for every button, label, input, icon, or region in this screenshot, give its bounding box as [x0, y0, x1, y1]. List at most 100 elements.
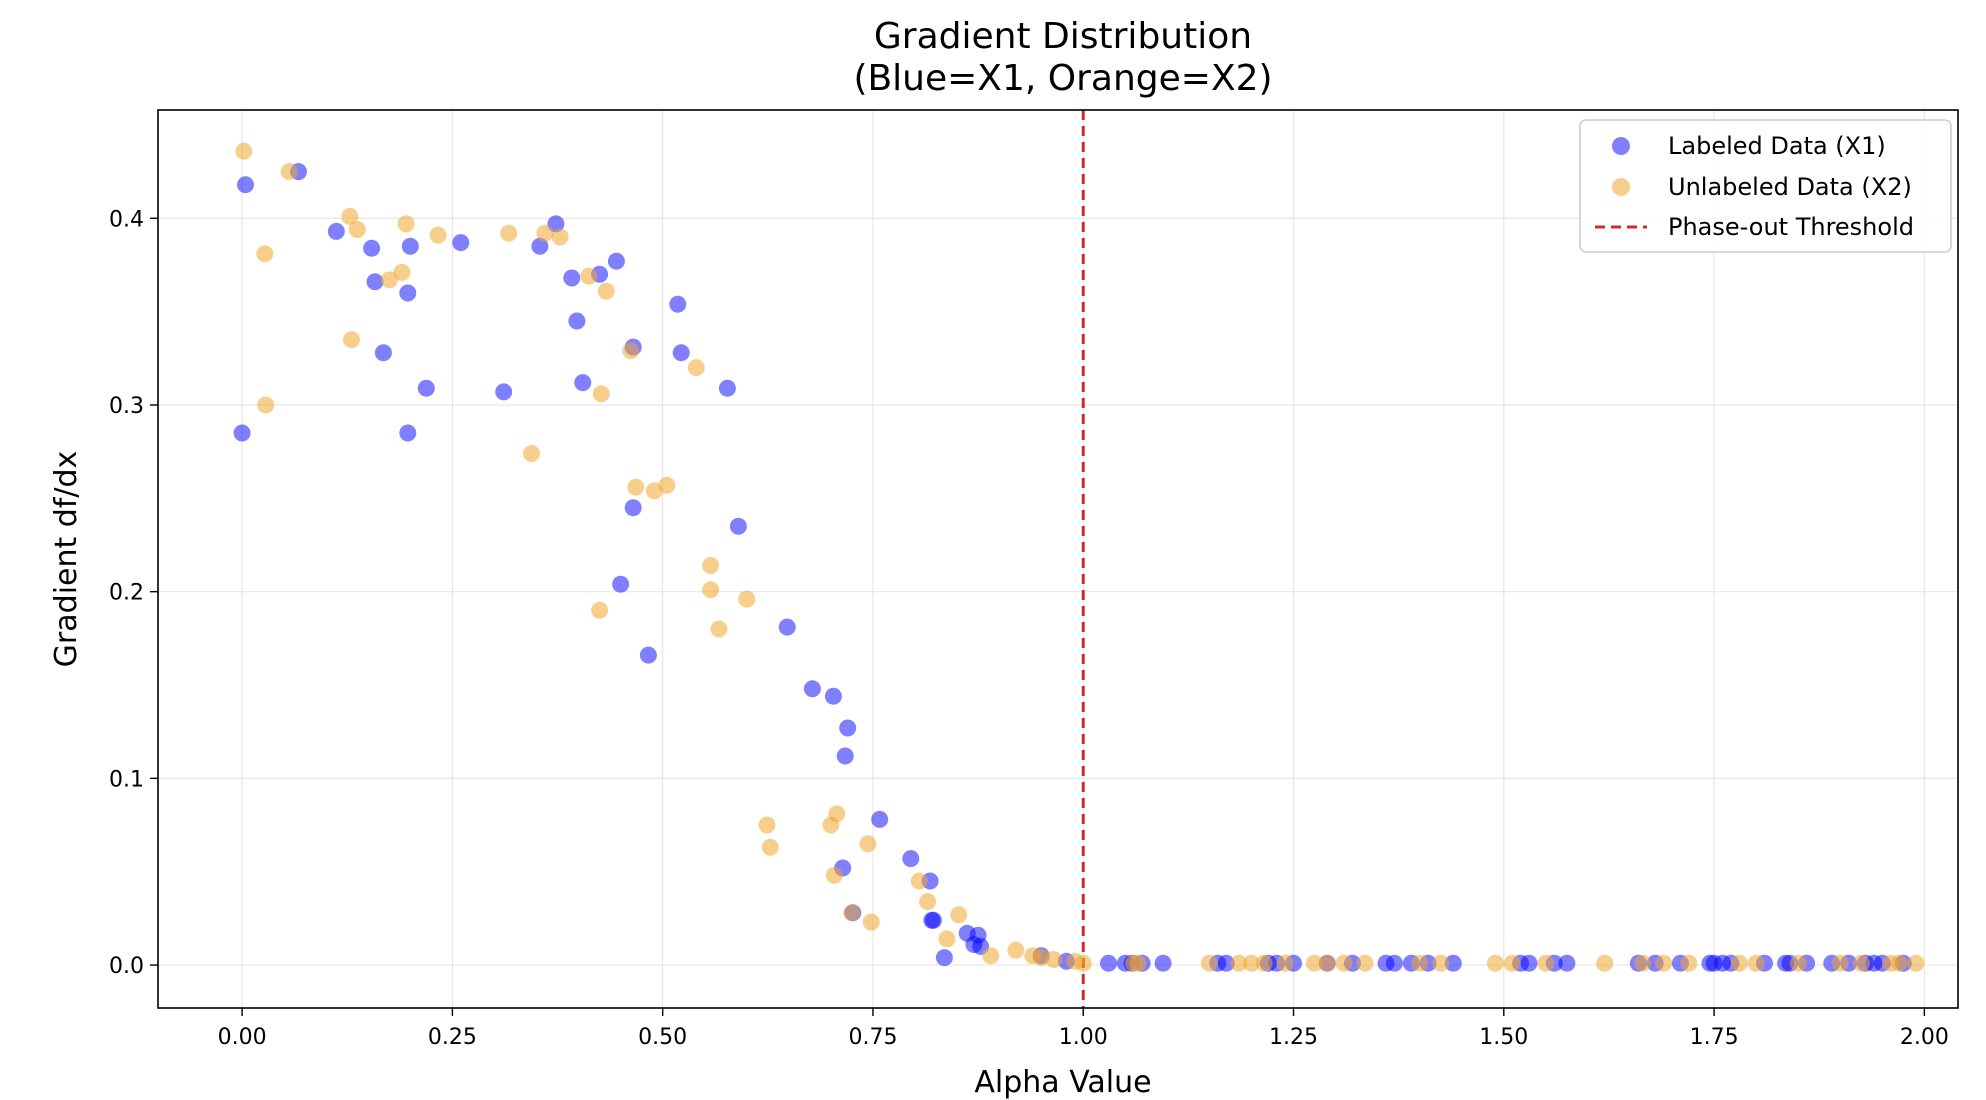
- unlabeled-data-point: [622, 342, 640, 360]
- unlabeled-data-point: [658, 476, 676, 494]
- labeled-data-point: [237, 176, 254, 194]
- unlabeled-data-point: [343, 331, 360, 349]
- labeled-data-point: [374, 344, 392, 362]
- labeled-data-point: [1520, 954, 1538, 972]
- unlabeled-data-point: [828, 805, 846, 823]
- unlabeled-data-point: [235, 142, 253, 160]
- unlabeled-data-point: [825, 866, 843, 884]
- legend: Labeled Data (X1) Unlabeled Data (X2) Ph…: [1579, 119, 1952, 253]
- labeled-data-point: [495, 383, 513, 401]
- labeled-data-point: [366, 273, 384, 291]
- unlabeled-data-point: [397, 215, 415, 233]
- x-tick-label: 1.75: [1690, 1025, 1739, 1050]
- y-tick-label: 0.2: [109, 581, 144, 606]
- x-tick-label: 1.50: [1479, 1025, 1528, 1050]
- unlabeled-data-point: [627, 478, 645, 496]
- unlabeled-data-point: [1730, 954, 1748, 972]
- x-tick-label: 0.75: [848, 1025, 897, 1050]
- unlabeled-data-point: [1655, 954, 1673, 972]
- labeled-data-point: [902, 850, 920, 868]
- chart-title-line-2: (Blue=X1, Orange=X2): [853, 58, 1272, 99]
- unlabeled-data-point: [536, 224, 554, 242]
- unlabeled-data-point: [1486, 954, 1504, 972]
- labeled-data-point: [824, 687, 842, 705]
- labeled-data-point: [729, 517, 747, 535]
- unlabeled-data-point: [1634, 954, 1652, 972]
- labeled-data-point: [624, 499, 642, 517]
- y-tick-label: 0.3: [109, 394, 144, 419]
- legend-marker-labeled: [1612, 137, 1630, 155]
- labeled-data-point: [401, 237, 419, 255]
- labeled-data-point: [233, 424, 251, 442]
- unlabeled-data-point: [1045, 951, 1063, 968]
- plot-frame: [157, 109, 1959, 1009]
- unlabeled-data-point: [341, 207, 359, 225]
- unlabeled-data-point: [938, 930, 956, 948]
- y-tick-label: 0.1: [109, 767, 144, 792]
- labeled-data-point: [718, 379, 736, 397]
- unlabeled-data-point: [1276, 954, 1294, 972]
- labeled-data-point: [639, 646, 657, 664]
- chart-title-line-1: Gradient Distribution: [874, 16, 1252, 57]
- labeled-data-point: [363, 239, 381, 257]
- labeled-data-point: [574, 374, 592, 392]
- unlabeled-data-point: [597, 282, 615, 300]
- unlabeled-data-point: [843, 904, 861, 922]
- x-tick-label: 1.25: [1269, 1025, 1318, 1050]
- series-unlabeled-x2: [235, 142, 1925, 972]
- unlabeled-data-point: [702, 581, 720, 599]
- labeled-data-point: [452, 234, 470, 252]
- unlabeled-data-point: [919, 893, 937, 911]
- unlabeled-data-point: [551, 228, 569, 246]
- unlabeled-data-point: [738, 590, 756, 608]
- unlabeled-data-point: [1230, 954, 1248, 972]
- unlabeled-data-point: [256, 245, 274, 263]
- unlabeled-data-point: [1890, 954, 1908, 972]
- y-tick-label: 0.4: [109, 207, 144, 232]
- labeled-data-point: [836, 747, 854, 765]
- x-axis-ticks: 0.00 0.25 0.50 0.75 1.00 1.25 1.50 1.75 2.00: [218, 1008, 1949, 1050]
- labeled-data-point: [531, 237, 549, 255]
- unlabeled-data-point: [1129, 954, 1147, 972]
- unlabeled-data-point: [1074, 954, 1092, 972]
- unlabeled-data-point: [1032, 949, 1050, 967]
- unlabeled-data-point: [1200, 954, 1218, 972]
- x-axis-label: Alpha Value: [974, 1065, 1151, 1100]
- x-tick-label: 0.00: [218, 1025, 267, 1050]
- unlabeled-data-point: [1747, 954, 1765, 972]
- y-axis-ticks: 0.0 0.1 0.2 0.3 0.4: [109, 207, 158, 979]
- unlabeled-data-point: [859, 835, 877, 853]
- labeled-data-point: [399, 424, 417, 442]
- legend-marker-unlabeled: [1612, 178, 1630, 196]
- unlabeled-data-point: [1411, 954, 1429, 972]
- unlabeled-data-point: [523, 445, 540, 462]
- unlabeled-data-point: [950, 906, 968, 924]
- labeled-data-point: [1217, 954, 1235, 972]
- unlabeled-data-point: [393, 263, 411, 281]
- unlabeled-data-point: [500, 224, 518, 242]
- legend-label-unlabeled: Unlabeled Data (X2): [1668, 173, 1912, 201]
- unlabeled-data-point: [761, 838, 779, 856]
- unlabeled-data-point: [687, 359, 705, 377]
- labeled-data-point: [1385, 954, 1403, 972]
- unlabeled-data-point: [1318, 954, 1336, 972]
- unlabeled-data-point: [1432, 954, 1450, 972]
- labeled-data-point: [607, 252, 625, 270]
- unlabeled-data-point: [257, 396, 275, 414]
- unlabeled-data-point: [1335, 954, 1353, 972]
- labeled-data-point: [778, 618, 796, 636]
- legend-label-labeled: Labeled Data (X1): [1668, 132, 1886, 160]
- labeled-data-point: [612, 575, 630, 593]
- unlabeled-data-point: [710, 620, 728, 638]
- unlabeled-data-point: [910, 872, 928, 890]
- unlabeled-data-point: [1852, 954, 1870, 972]
- labeled-data-point: [1154, 954, 1172, 972]
- unlabeled-data-point: [592, 385, 610, 403]
- unlabeled-data-point: [1306, 954, 1323, 972]
- unlabeled-data-point: [1789, 954, 1807, 972]
- labeled-data-point: [871, 810, 889, 828]
- unlabeled-data-point: [380, 271, 398, 289]
- legend-box: [1579, 119, 1952, 253]
- unlabeled-data-point: [280, 163, 298, 181]
- unlabeled-data-point: [1007, 941, 1025, 959]
